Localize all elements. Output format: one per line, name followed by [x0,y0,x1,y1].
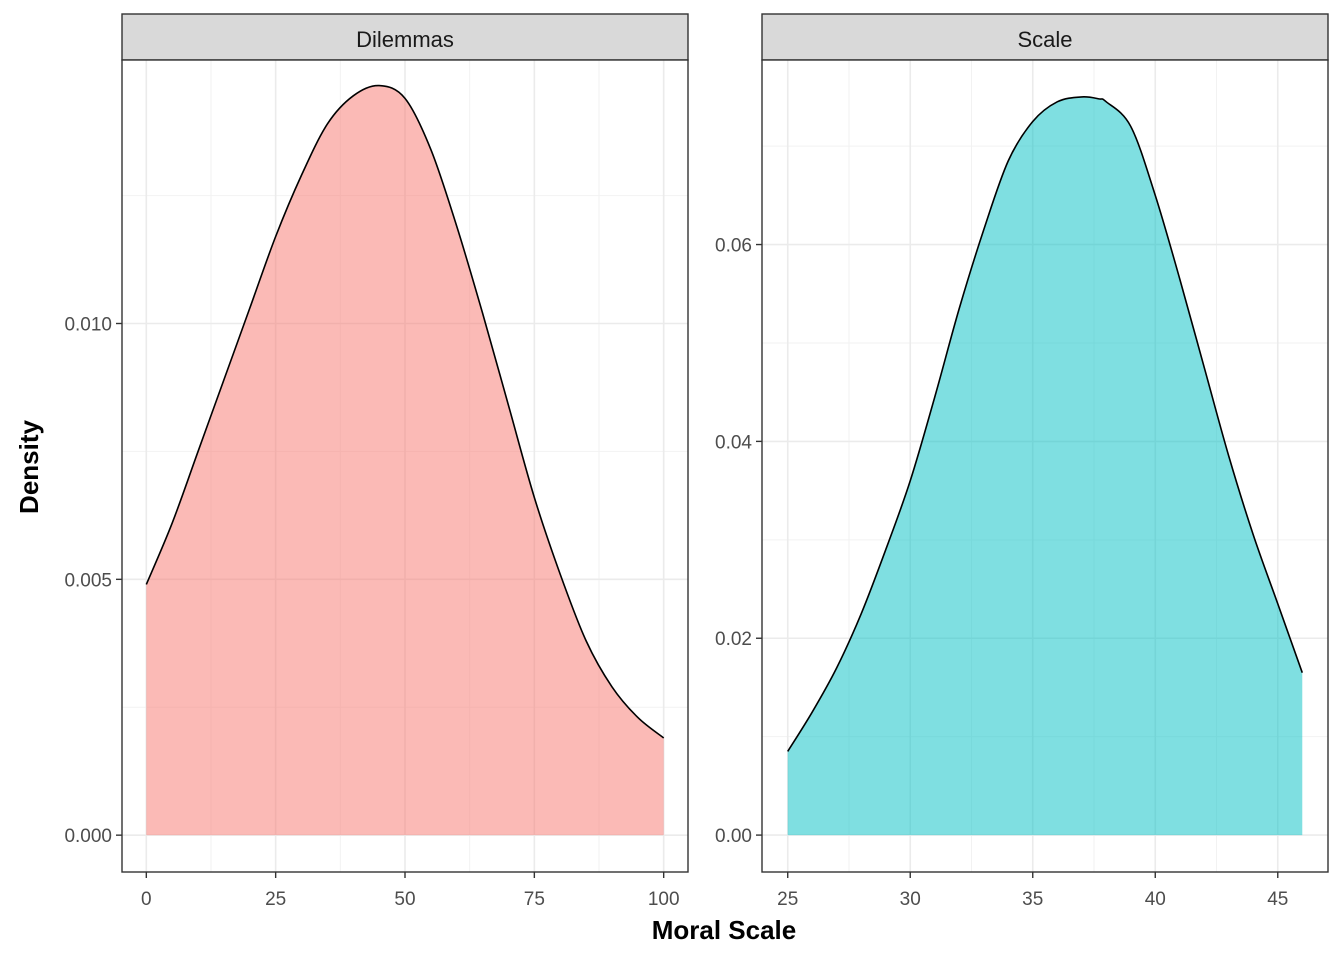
x-tick-label: 30 [900,889,921,910]
panel-border-scale [761,59,1329,873]
x-tick-label: 45 [1267,889,1288,910]
x-tick-label: 40 [1145,889,1166,910]
y-tick-label: 0.010 [64,315,112,336]
y-tick-label: 0.005 [64,570,112,591]
density-line-dilemmas [145,84,665,739]
y-axis-scale: 0.00 0.02 0.04 0.06 [715,236,762,847]
strip-background-dilemmas [121,13,689,61]
x-tick-label: 35 [1022,889,1043,910]
x-tick-label: 0 [141,889,152,910]
x-tick-label: 50 [394,889,415,910]
strip-label-dilemmas: Dilemmas [356,27,454,52]
density-area-dilemmas [146,85,664,836]
panel-dilemmas: Dilemmas 0.000 0.005 0.010 0 25 50 75 100 [64,13,689,910]
y-tick-label: 0.00 [715,826,752,847]
y-tick-label: 0.06 [715,236,752,257]
x-axis-dilemmas: 0 25 50 75 100 [141,872,680,910]
x-axis-scale: 25 30 35 40 45 [777,872,1288,910]
density-line-scale [787,96,1304,752]
x-tick-label: 75 [524,889,545,910]
density-area-scale [787,96,1303,836]
x-tick-label: 25 [777,889,798,910]
panel-scale: Scale 0.00 0.02 0.04 0.06 25 30 35 40 45 [715,13,1329,910]
x-tick-label: 25 [265,889,286,910]
y-tick-label: 0.02 [715,629,752,650]
y-tick-label: 0.04 [715,432,752,453]
series-dilemmas [145,84,665,836]
strip-background-scale [761,13,1329,61]
x-axis-title: Moral Scale [652,915,797,945]
strip-label-scale: Scale [1017,27,1072,52]
x-tick-label: 100 [648,889,680,910]
y-tick-label: 0.000 [64,826,112,847]
y-axis-dilemmas: 0.000 0.005 0.010 [64,315,122,847]
y-axis-title: Density [14,420,44,514]
series-scale [787,96,1304,836]
